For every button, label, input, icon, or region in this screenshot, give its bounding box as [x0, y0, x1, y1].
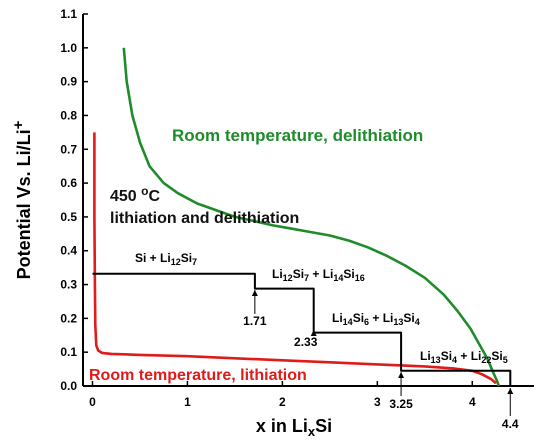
- phase-label-li14si6-li13si4: Li14Si6 + Li13Si4: [332, 311, 420, 327]
- transition-label: 2.33: [294, 335, 318, 349]
- delithiation-label: Room temperature, delithiation: [172, 126, 423, 145]
- x-tick-label: 0: [89, 395, 96, 409]
- phase-label-li13si4-li22si5: Li13Si4 + Li22Si5: [420, 349, 508, 365]
- transition-label: 1.71: [243, 314, 267, 328]
- transition-arrowhead: [507, 388, 514, 394]
- x-tick-label: 4: [469, 395, 476, 409]
- transition-label: 4.4: [502, 417, 519, 431]
- lithiation-label: Room temperature, lithiation: [89, 367, 307, 384]
- transition-arrowhead: [398, 372, 405, 378]
- x-tick-label: 1: [184, 395, 191, 409]
- y-tick-label: 0.6: [60, 176, 77, 190]
- y-tick-label: 0.8: [60, 108, 77, 122]
- transition-arrowhead: [251, 290, 258, 296]
- y-tick-label: 0.1: [60, 345, 77, 359]
- high-temp-label-line2: lithiation and delithiation: [110, 210, 299, 227]
- transition-arrowhead: [310, 330, 317, 336]
- x-tick-label: 2: [279, 395, 286, 409]
- y-tick-label: 0.0: [60, 379, 77, 393]
- y-tick-label: 0.7: [60, 142, 77, 156]
- axes: [82, 13, 534, 387]
- x-tick-label: 3: [374, 395, 381, 409]
- transition-label: 3.25: [389, 397, 413, 411]
- annotations: Room temperature, delithiation Room tempe…: [89, 126, 519, 431]
- y-axis-label: Potential Vs. Li/Li+: [10, 120, 34, 279]
- y-tick-label: 0.5: [60, 210, 77, 224]
- phase-label-li12si7-li14si16: Li12Si7 + Li14Si16: [272, 267, 365, 283]
- high-temp-label-line1: 450 oC: [110, 184, 160, 205]
- y-tick-label: 1.0: [60, 41, 77, 55]
- tick-labels: 0.0 0.1 0.2 0.3 0.4 0.5 0.6 0.7 0.8 0.9 1.0 1.1 0 1 2 3…: [10, 7, 476, 439]
- delithiation-curve: [122, 47, 501, 387]
- y-tick-label: 0.4: [60, 244, 77, 258]
- x-axis-label: x in LixSi: [256, 416, 332, 439]
- y-tick-label: 0.9: [60, 75, 77, 89]
- phase-label-si-li12si7: Si + Li12Si7: [135, 251, 197, 267]
- y-tick-label: 0.3: [60, 278, 77, 292]
- y-tick-label: 0.2: [60, 311, 77, 325]
- y-tick-label: 1.1: [60, 7, 77, 21]
